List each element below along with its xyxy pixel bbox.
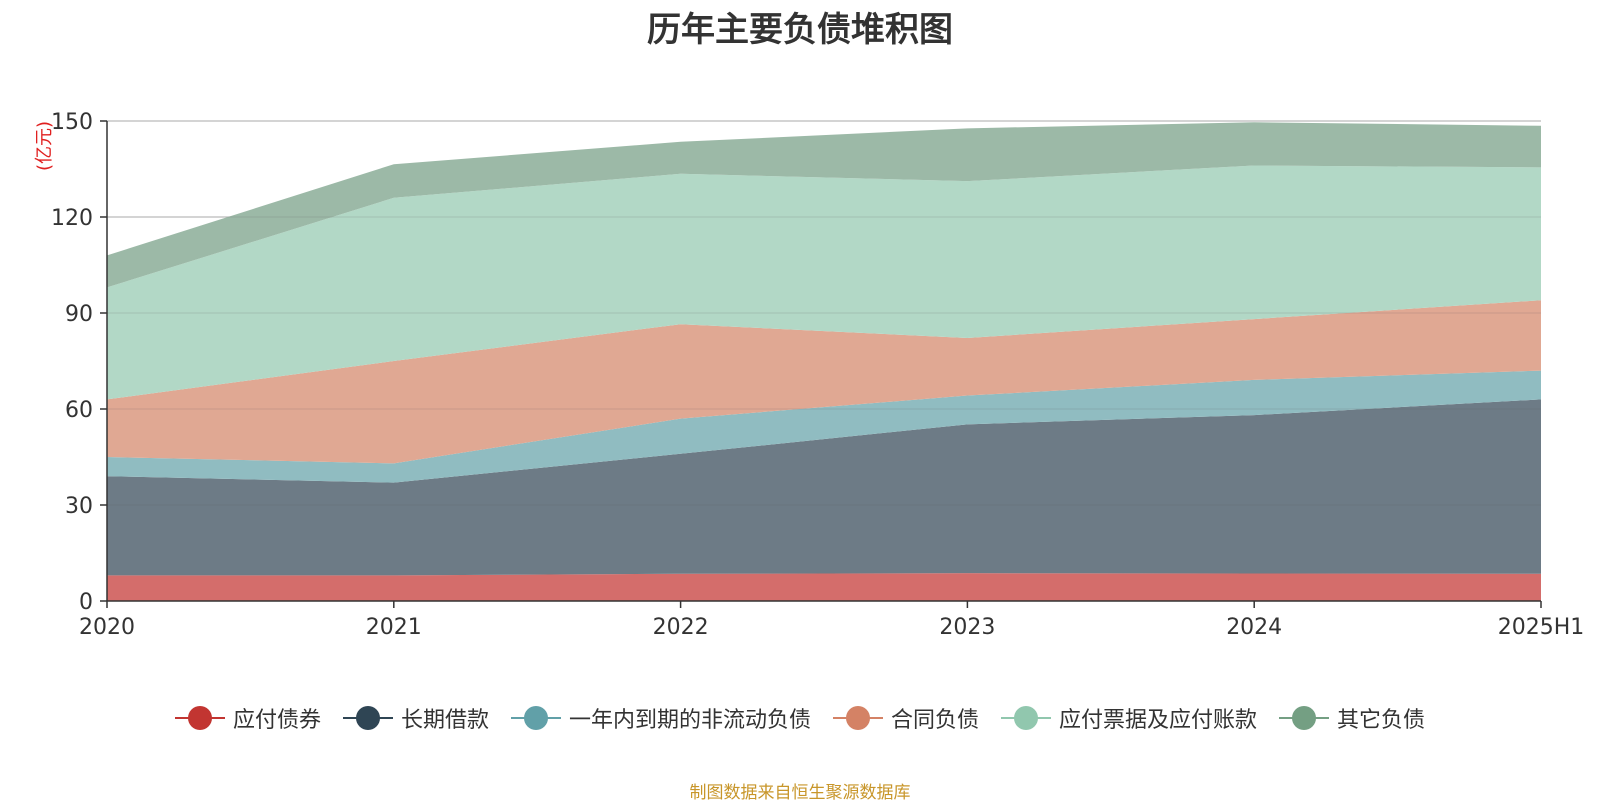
y-tick-label: 60 [65,398,93,423]
area-series-1 [107,573,1541,601]
source-note: 制图数据来自恒生聚源数据库 [689,783,911,803]
legend-label: 应付债券 [232,708,321,733]
y-tick-label: 120 [51,206,93,231]
legend-marker-icon [833,705,883,731]
axes: 0 30 60 90 120 150 2020 2021 2022 2023 2024 2025H1 [51,110,1584,640]
legend-label: 一年内到期的非流动负债 [568,708,811,733]
legend-label: 合同负债 [891,708,980,733]
legend-label: 应付票据及应付账款 [1059,708,1258,733]
legend-item[interactable]: 应付债券 [174,702,321,734]
x-tick-label: 2021 [366,615,422,640]
legend-marker-icon [342,705,393,731]
y-tick-label: 90 [65,302,93,327]
y-tick-label: 150 [51,110,93,135]
area-series-2 [107,399,1541,576]
area-series-6 [107,122,1541,288]
legend-label: 长期借款 [400,708,489,733]
y-tick-label: 0 [79,590,93,615]
legend-item[interactable]: 应付票据及应付账款 [1001,702,1257,734]
legend-item[interactable]: 其它负债 [1279,702,1425,734]
legend-marker-icon [510,705,561,731]
legend-marker-icon [174,705,225,731]
x-tick-label: 2024 [1226,615,1282,640]
y-tick-label: 30 [65,494,93,519]
legend-marker-icon [1001,705,1052,731]
area-series-5 [107,165,1541,400]
legend: 应付债券 长期借款 一年内到期的非流动负债 合同负债 应付票据及应付账款 其它负债 [0,700,1600,736]
area-series-3 [107,370,1541,483]
legend-marker-icon [1279,705,1330,731]
y-axis-unit-label: (亿元) [34,121,55,171]
legend-item[interactable]: 长期借款 [342,702,489,734]
x-tick-label: 2020 [79,615,135,640]
x-tick-label: 2022 [653,615,709,640]
legend-item[interactable]: 合同负债 [833,702,979,734]
chart-title: 历年主要负债堆积图 [647,10,953,50]
area-series-4 [107,300,1541,464]
legend-label: 其它负债 [1337,708,1426,733]
legend-item[interactable]: 一年内到期的非流动负债 [510,702,811,734]
x-tick-label: 2023 [939,615,995,640]
area-series [107,120,1541,601]
x-tick-label: 2025H1 [1498,615,1585,640]
